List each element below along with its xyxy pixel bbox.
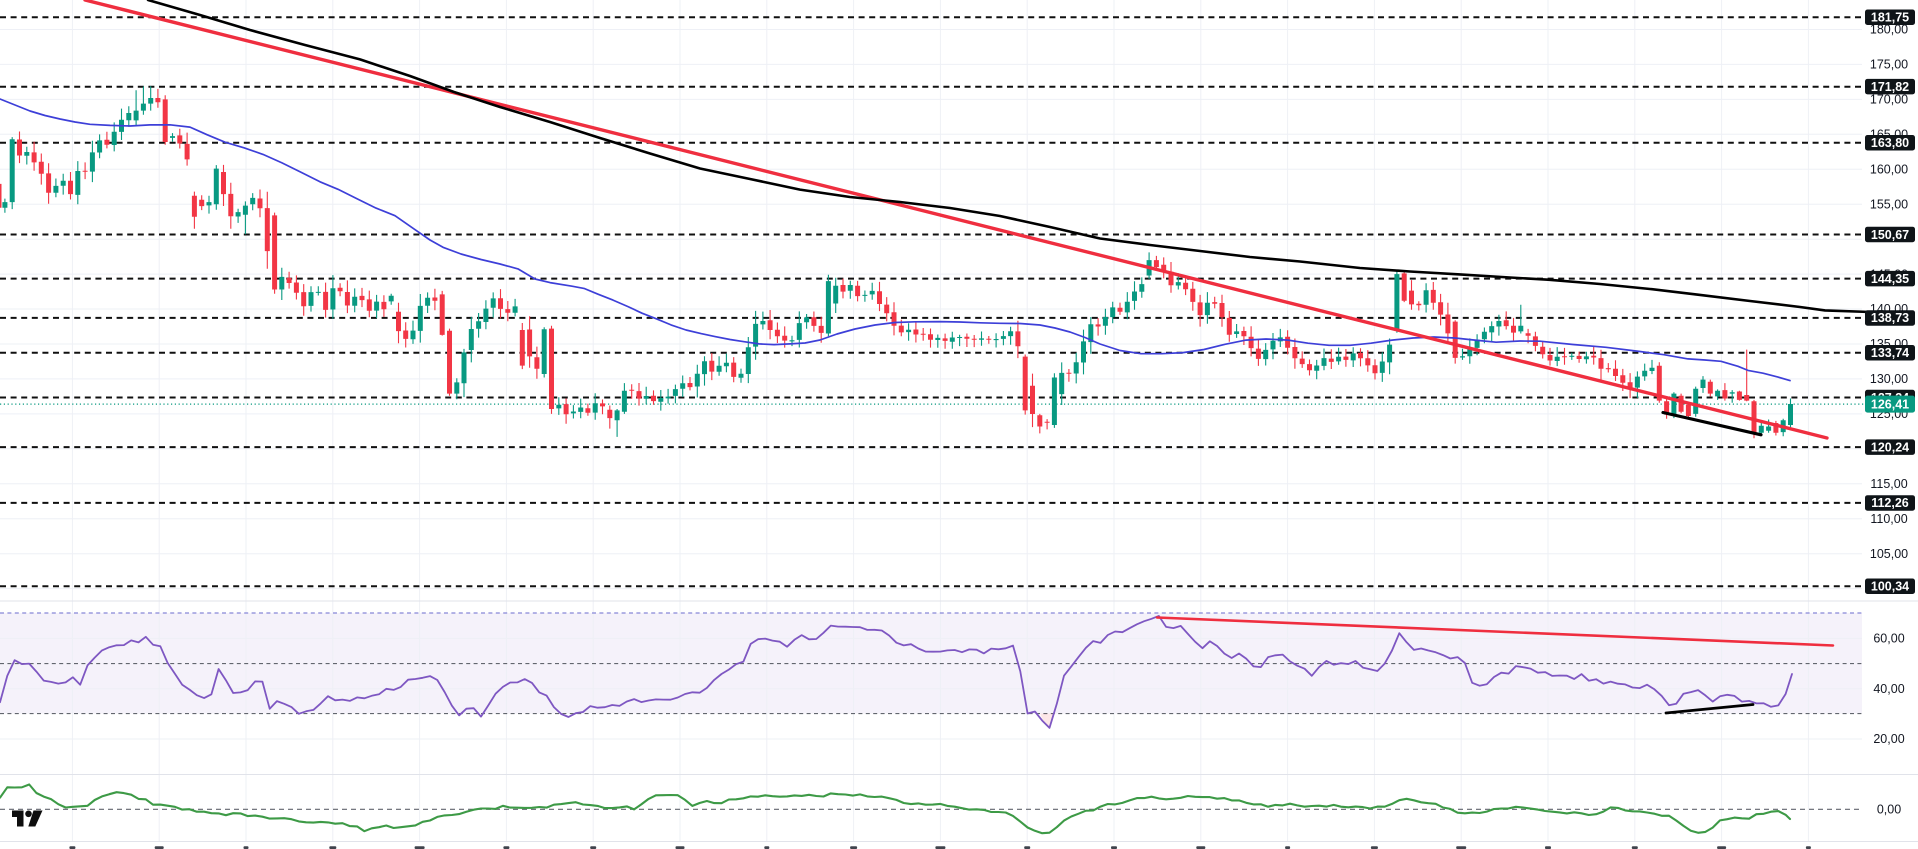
svg-text:163,80: 163,80: [1871, 136, 1909, 150]
svg-text:181,75: 181,75: [1871, 11, 1909, 25]
svg-text:150,67: 150,67: [1871, 228, 1909, 242]
svg-text:171,82: 171,82: [1871, 80, 1909, 94]
svg-text:20,00: 20,00: [1873, 732, 1904, 746]
svg-text:0,00: 0,00: [1877, 803, 1901, 817]
svg-text:138,73: 138,73: [1871, 311, 1909, 325]
svg-text:120,24: 120,24: [1871, 440, 1909, 454]
svg-text:133,74: 133,74: [1871, 346, 1909, 360]
svg-text:40,00: 40,00: [1873, 682, 1904, 696]
svg-text:126,41: 126,41: [1871, 397, 1909, 411]
svg-text:110,00: 110,00: [1870, 512, 1907, 526]
svg-text:105,00: 105,00: [1870, 547, 1908, 561]
svg-text:180,00: 180,00: [1870, 23, 1908, 37]
svg-text:115,00: 115,00: [1870, 477, 1907, 491]
svg-text:100,34: 100,34: [1871, 580, 1909, 594]
svg-text:112,26: 112,26: [1871, 496, 1909, 510]
svg-text:175,00: 175,00: [1870, 58, 1908, 72]
svg-text:155,00: 155,00: [1870, 197, 1908, 211]
svg-text:170,00: 170,00: [1870, 93, 1908, 107]
svg-text:60,00: 60,00: [1873, 632, 1904, 646]
svg-text:130,00: 130,00: [1870, 372, 1908, 386]
svg-text:144,35: 144,35: [1871, 272, 1909, 286]
svg-text:160,00: 160,00: [1870, 163, 1908, 177]
